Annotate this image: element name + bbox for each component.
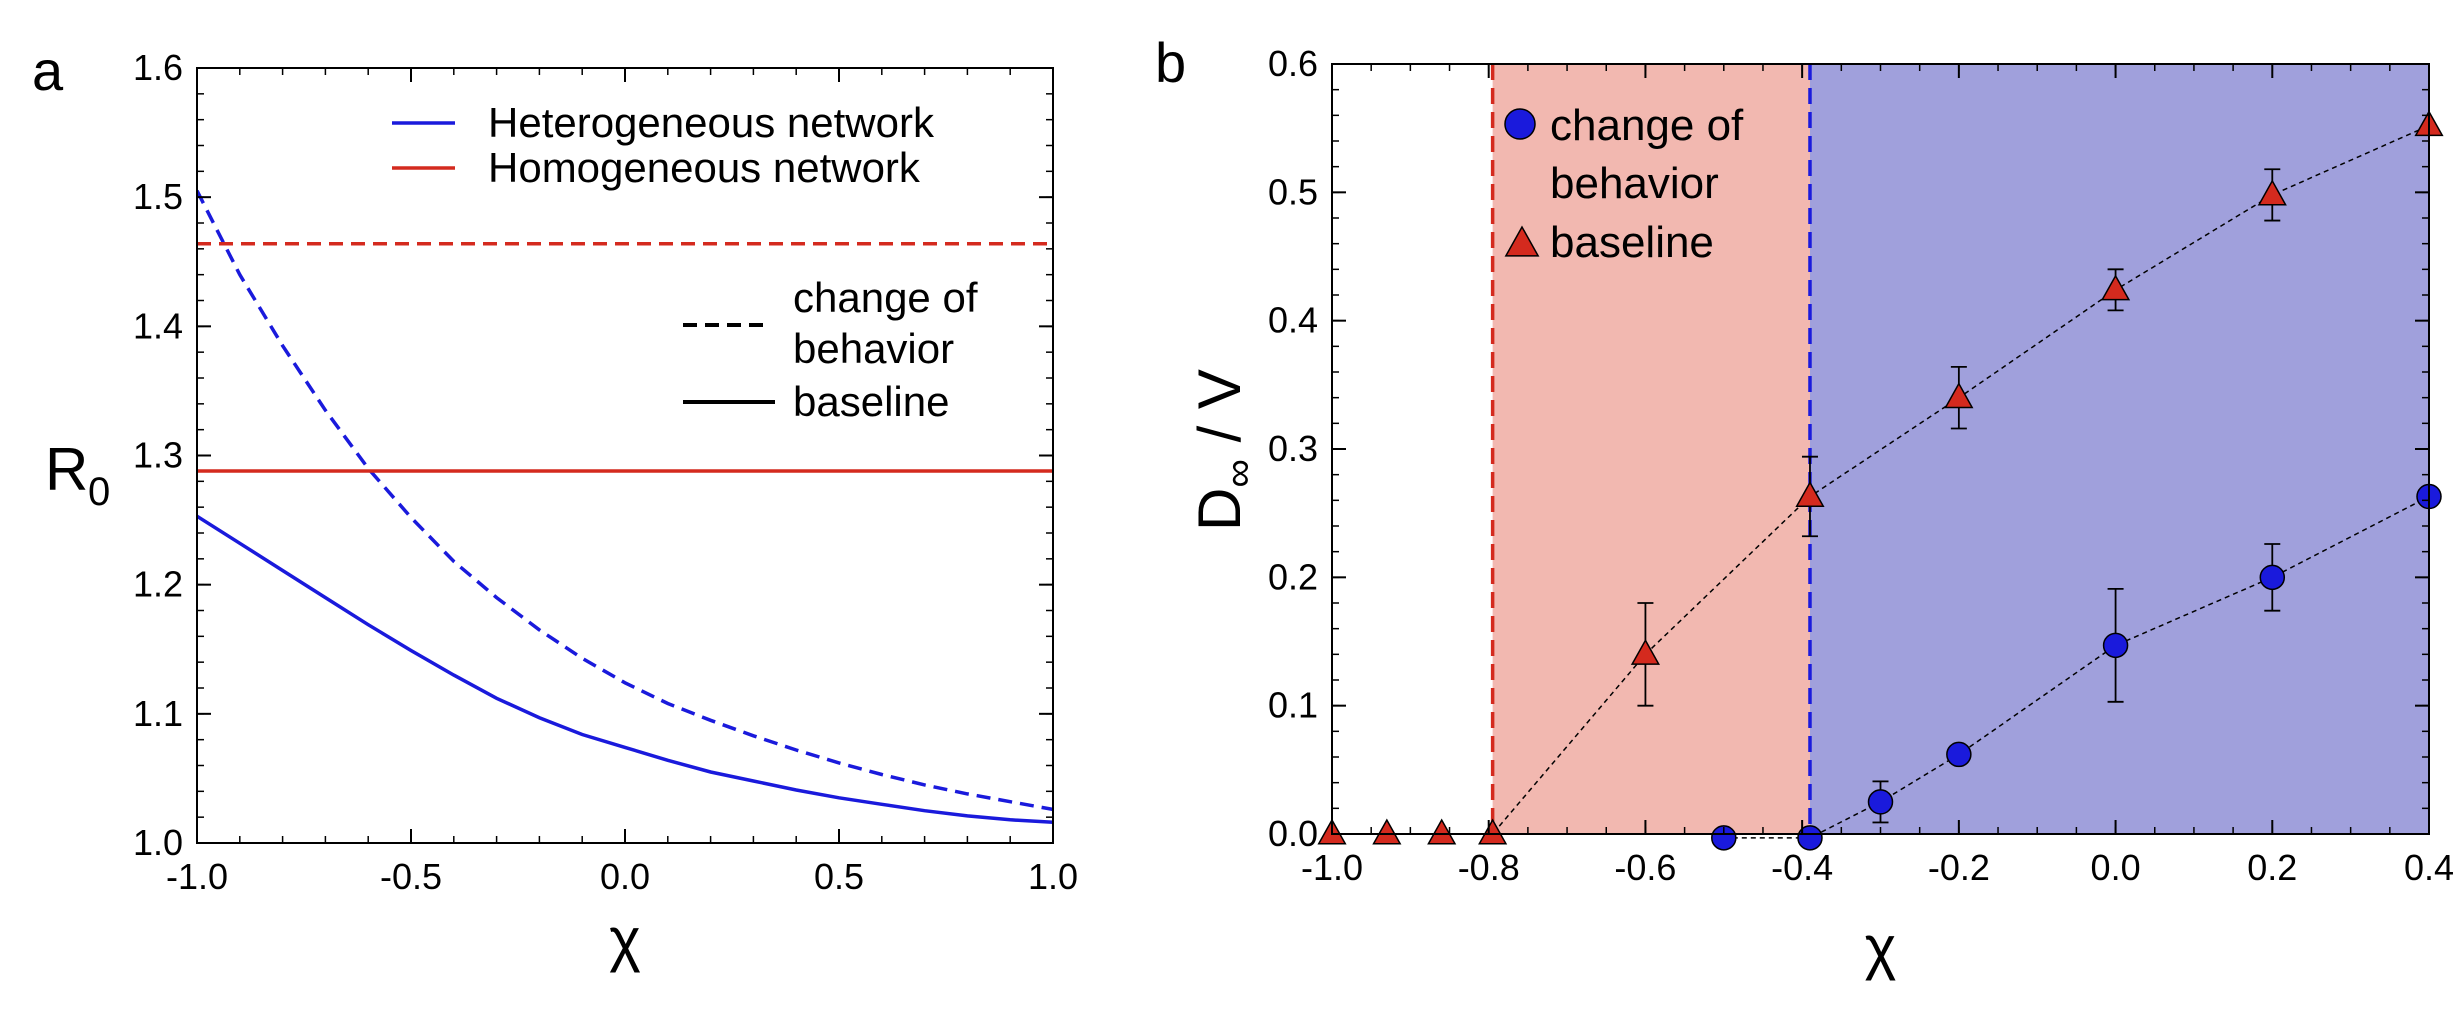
y-tick-label: 0.3 xyxy=(1268,428,1318,469)
y-tick-label: 0.5 xyxy=(1268,171,1318,212)
data-point-triangle xyxy=(1427,818,1457,845)
data-point-circle xyxy=(1867,789,1894,815)
y-tick-label: 1.6 xyxy=(133,47,183,88)
y-axis-title-subscript: ∞ xyxy=(1217,459,1261,488)
legend-label: change of xyxy=(1550,101,1744,150)
data-point-circle xyxy=(2102,632,2129,659)
panel-letter-a: a xyxy=(32,39,64,102)
data-point-circle xyxy=(1946,741,1972,768)
legend-marker-triangle xyxy=(1504,225,1540,257)
x-axis-title: χ xyxy=(1865,914,1897,981)
y-tick-label: 0.4 xyxy=(1268,300,1318,341)
data-point-triangle xyxy=(2257,179,2287,206)
x-tick-label: -1.0 xyxy=(166,856,228,897)
y-tick-label: 1.2 xyxy=(133,564,183,605)
legend-label-network: Heterogeneous network xyxy=(488,99,935,146)
legend-label: baseline xyxy=(1550,218,1714,267)
shaded-region-1 xyxy=(1809,64,2429,834)
y-axis-title-rest: / V xyxy=(1186,369,1253,459)
y-axis-title: D∞ / V xyxy=(1186,369,1261,531)
legend-label-style: behavior xyxy=(793,325,954,372)
data-point-circle xyxy=(1711,825,1737,851)
x-tick-label: -0.8 xyxy=(1458,847,1520,888)
y-tick-label: 1.4 xyxy=(133,305,183,346)
x-axis-title: χ xyxy=(609,906,641,973)
x-tick-label: 0.5 xyxy=(814,856,864,897)
x-tick-label: -0.6 xyxy=(1614,847,1676,888)
legend-label: behavior xyxy=(1550,159,1719,208)
x-tick-label: -0.4 xyxy=(1771,847,1833,888)
data-point-circle xyxy=(1797,825,1823,851)
x-tick-label: 0.2 xyxy=(2247,847,2297,888)
legend-label-style: change of xyxy=(793,274,978,321)
chart-a: -1.0 -0.5 0.0 0.5 1.0 1.0 1.1 1.2 1.3 1.4 1.5 1.6 χ R… xyxy=(45,47,1078,973)
data-point-triangle xyxy=(1795,480,1825,508)
y-tick-label: 1.0 xyxy=(133,822,183,863)
x-tick-label: 0.0 xyxy=(600,856,650,897)
data-point-triangle xyxy=(2100,274,2131,301)
y-tick-label: 1.5 xyxy=(133,176,183,217)
y-tick-label: 1.3 xyxy=(133,435,183,476)
y-tick-label: 0.2 xyxy=(1268,556,1318,597)
y-tick-label: 0.0 xyxy=(1268,813,1318,854)
x-tick-label: 1.0 xyxy=(1028,856,1078,897)
x-tick-label: 0.4 xyxy=(2404,847,2454,888)
data-point-triangle xyxy=(1478,818,1508,845)
y-axis-title-subscript: 0 xyxy=(88,470,110,514)
data-point-triangle xyxy=(1944,382,1974,409)
y-tick-label: 0.6 xyxy=(1268,43,1318,84)
x-tick-label: 0.0 xyxy=(2091,847,2141,888)
panel-letter-b: b xyxy=(1155,31,1186,94)
y-axis-title-main: D xyxy=(1186,488,1253,531)
x-tick-label: -0.5 xyxy=(380,856,442,897)
y-axis-title: R xyxy=(45,436,88,503)
legend-marker-circle xyxy=(1504,108,1536,140)
plot-area-a xyxy=(197,189,1053,825)
x-tick-label: -0.2 xyxy=(1928,847,1990,888)
y-tick-label: 1.1 xyxy=(133,693,183,734)
chart-b: -1.0 -0.8 -0.6 -0.4 -0.2 0.0 0.2 0.4 0.0 0.1 0.2 0.… xyxy=(1186,43,2454,981)
data-point-triangle xyxy=(1372,818,1402,845)
data-point-triangle xyxy=(1630,638,1661,665)
legend-label-network: Homogeneous network xyxy=(488,144,921,191)
legend-label-style: baseline xyxy=(793,378,949,425)
data-point-circle xyxy=(2259,564,2286,591)
series-line-1 xyxy=(197,514,1053,825)
x-tick-label: -1.0 xyxy=(1301,847,1363,888)
y-tick-label: 0.1 xyxy=(1268,685,1318,726)
series-line-0 xyxy=(197,189,1053,812)
